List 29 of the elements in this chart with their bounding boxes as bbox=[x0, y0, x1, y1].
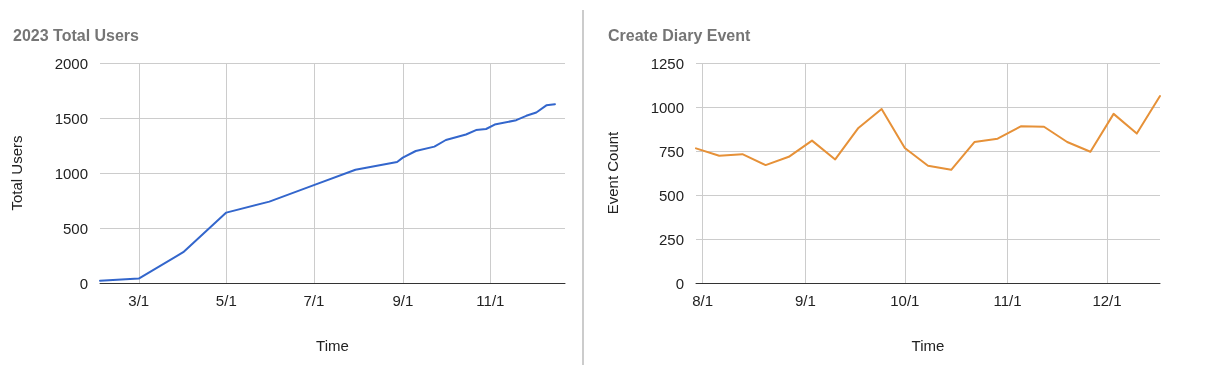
y-tick-label: 0 bbox=[675, 274, 684, 292]
y-tick-label: 750 bbox=[658, 142, 684, 160]
x-tick-label: 9/1 bbox=[392, 292, 414, 309]
x-tick-label: 7/1 bbox=[303, 292, 325, 309]
x-tick-label: 9/1 bbox=[794, 292, 816, 309]
line-series bbox=[99, 103, 556, 282]
x-tick-label: 8/1 bbox=[692, 292, 714, 309]
y-tick-label: 500 bbox=[658, 186, 684, 204]
y-tick-label: 1250 bbox=[650, 54, 684, 72]
y-axis-title: Total Users bbox=[8, 135, 25, 211]
y-axis-title: Event Count bbox=[604, 130, 621, 215]
y-tick-label: 1000 bbox=[650, 98, 684, 116]
x-tick-label: 3/1 bbox=[128, 292, 150, 309]
x-tick-label: 5/1 bbox=[215, 292, 237, 309]
y-tick-label: 500 bbox=[62, 219, 88, 237]
y-tick-label: 2000 bbox=[54, 54, 88, 72]
line-series bbox=[695, 95, 1161, 171]
y-tick-label: 0 bbox=[79, 274, 88, 292]
y-tick-label: 250 bbox=[658, 230, 684, 248]
y-tick-label: 1000 bbox=[54, 164, 88, 182]
chart-title: 2023 Total Users bbox=[13, 26, 140, 44]
x-axis-title: Time bbox=[316, 337, 349, 354]
x-tick-label: 12/1 bbox=[1092, 292, 1122, 309]
x-tick-label: 11/1 bbox=[476, 292, 505, 309]
x-tick-label: 11/1 bbox=[993, 292, 1022, 309]
chart-title: Create Diary Event bbox=[608, 26, 751, 44]
x-tick-label: 10/1 bbox=[890, 292, 920, 309]
x-axis-title: Time bbox=[911, 337, 945, 354]
y-tick-label: 1500 bbox=[54, 109, 88, 127]
